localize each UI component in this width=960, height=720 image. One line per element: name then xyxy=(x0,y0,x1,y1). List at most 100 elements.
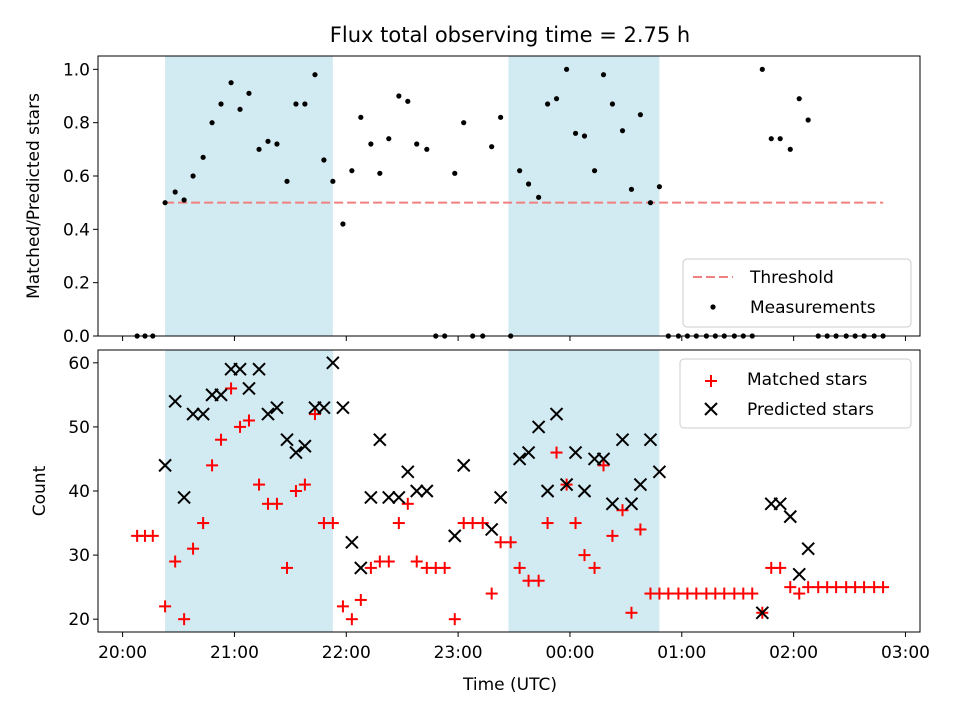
count-y-tick-label: 40 xyxy=(68,482,90,502)
matched-star-point xyxy=(336,600,349,613)
measurement-point xyxy=(256,146,262,152)
count-y-tick-label: 60 xyxy=(68,354,90,374)
measurement-point xyxy=(330,178,336,184)
matched-star-point xyxy=(225,382,238,395)
measurement-point xyxy=(246,90,252,96)
measurement-point xyxy=(209,120,215,126)
ratio-panel-x-ticks xyxy=(122,336,906,341)
predicted-star-point xyxy=(448,529,462,543)
x-tick-label: 00:00 xyxy=(545,643,594,663)
matched-star-point xyxy=(532,574,545,587)
measurement-point xyxy=(628,186,635,192)
predicted-star-point xyxy=(280,433,294,447)
ratio-legend-box xyxy=(682,258,912,328)
predicted-star-point xyxy=(214,388,228,402)
x-tick-label: 01:00 xyxy=(657,643,706,663)
predicted-star-point xyxy=(755,606,770,620)
matched-star-point xyxy=(784,581,797,594)
matched-star-point xyxy=(448,613,461,626)
count-panel-y-axis: 20 30 40 50 60 xyxy=(68,354,98,630)
observing-window-2 xyxy=(508,56,660,336)
matched-star-point xyxy=(159,600,172,613)
measurement-point xyxy=(796,96,802,102)
matched-star-point xyxy=(466,517,479,530)
measurement-point xyxy=(777,136,783,142)
matched-star-point xyxy=(634,523,647,536)
predicted-star-point xyxy=(624,497,639,511)
measurement-point xyxy=(237,106,243,112)
predicted-star-point xyxy=(196,407,210,421)
measurement-point xyxy=(414,141,420,147)
measurement-point xyxy=(405,98,411,104)
matched-star-point xyxy=(187,542,200,555)
predicted-stars-legend-label: Predicted stars xyxy=(747,400,874,420)
measurement-point xyxy=(321,157,327,163)
predicted-star-point xyxy=(401,465,415,479)
matched-star-point xyxy=(877,581,890,594)
ratio-y-tick-label: 1.0 xyxy=(63,60,90,80)
predicted-star-point xyxy=(493,490,508,505)
x-axis-label: Time (UTC) xyxy=(462,675,557,695)
matched-star-point xyxy=(308,408,321,421)
measurement-point xyxy=(572,130,579,136)
measurement-point xyxy=(544,101,551,107)
x-tick-label: 03:00 xyxy=(881,643,930,663)
measurement-point xyxy=(637,112,644,118)
predicted-star-point xyxy=(568,445,583,460)
ratio-y-tick-label: 0.4 xyxy=(63,220,90,240)
predicted-star-point xyxy=(643,433,658,447)
matched-star-point xyxy=(234,420,247,433)
predicted-star-point xyxy=(783,509,797,524)
predicted-star-point xyxy=(577,484,592,498)
ratio-panel-y-label: Matched/Predicted stars xyxy=(24,93,44,299)
matched-star-point xyxy=(746,587,759,600)
predicted-star-point xyxy=(326,356,340,370)
matched-star-point xyxy=(178,613,191,626)
matched-star-point xyxy=(270,497,283,510)
matched-star-point xyxy=(289,485,302,497)
predicted-star-point xyxy=(336,400,350,415)
matched-star-point xyxy=(541,517,554,530)
count-panel-legend: Matched stars Predicted stars xyxy=(679,358,912,429)
predicted-star-point xyxy=(158,458,172,473)
measurement-point xyxy=(656,184,663,190)
matched-star-point xyxy=(438,561,451,574)
measurement-point xyxy=(424,146,430,152)
matched-star-point xyxy=(597,459,610,472)
predicted-star-point xyxy=(270,400,284,415)
measurement-point xyxy=(619,128,626,134)
matched-star-point xyxy=(146,529,159,542)
x-tick-label: 21:00 xyxy=(210,643,259,663)
measurement-point xyxy=(647,200,654,206)
matched-star-point xyxy=(625,606,638,619)
matched-star-point xyxy=(382,555,395,568)
count-panel-y-label: Count xyxy=(30,465,50,516)
matched-star-point xyxy=(242,414,255,427)
measurement-point xyxy=(190,173,196,179)
measurement-point xyxy=(591,168,598,174)
x-tick-label: 23:00 xyxy=(434,643,483,663)
measurement-point xyxy=(563,66,570,72)
matched-star-point xyxy=(169,555,182,568)
matched-star-point xyxy=(326,517,339,530)
ratio-panel: 0.0 0.2 0.4 0.6 0.8 1.0 Matched/Predicted sta… xyxy=(24,55,921,347)
measurement-point xyxy=(553,96,560,102)
chart-title: Flux total observing time = 2.75 h xyxy=(330,23,690,47)
ratio-y-tick-label: 0.0 xyxy=(63,327,90,347)
measurement-point xyxy=(768,136,774,142)
matched-star-point xyxy=(802,581,815,594)
matched-star-point xyxy=(588,561,601,574)
measurement-points xyxy=(134,66,886,339)
matched-star-point xyxy=(476,517,489,530)
matched-star-point xyxy=(345,613,358,626)
x-tick-label: 22:00 xyxy=(322,643,371,663)
predicted-star-point xyxy=(252,362,266,376)
count-panel: 20 30 40 50 60 20:00 21:00 22:00 23:00 00:00 01:0… xyxy=(30,349,930,695)
measurements-legend-label: Measurements xyxy=(750,298,876,318)
measurement-point xyxy=(284,178,290,184)
predicted-star-point xyxy=(373,433,387,447)
measurement-point xyxy=(368,141,374,147)
predicted-star-point xyxy=(456,458,471,473)
predicted-star-point xyxy=(410,484,424,498)
